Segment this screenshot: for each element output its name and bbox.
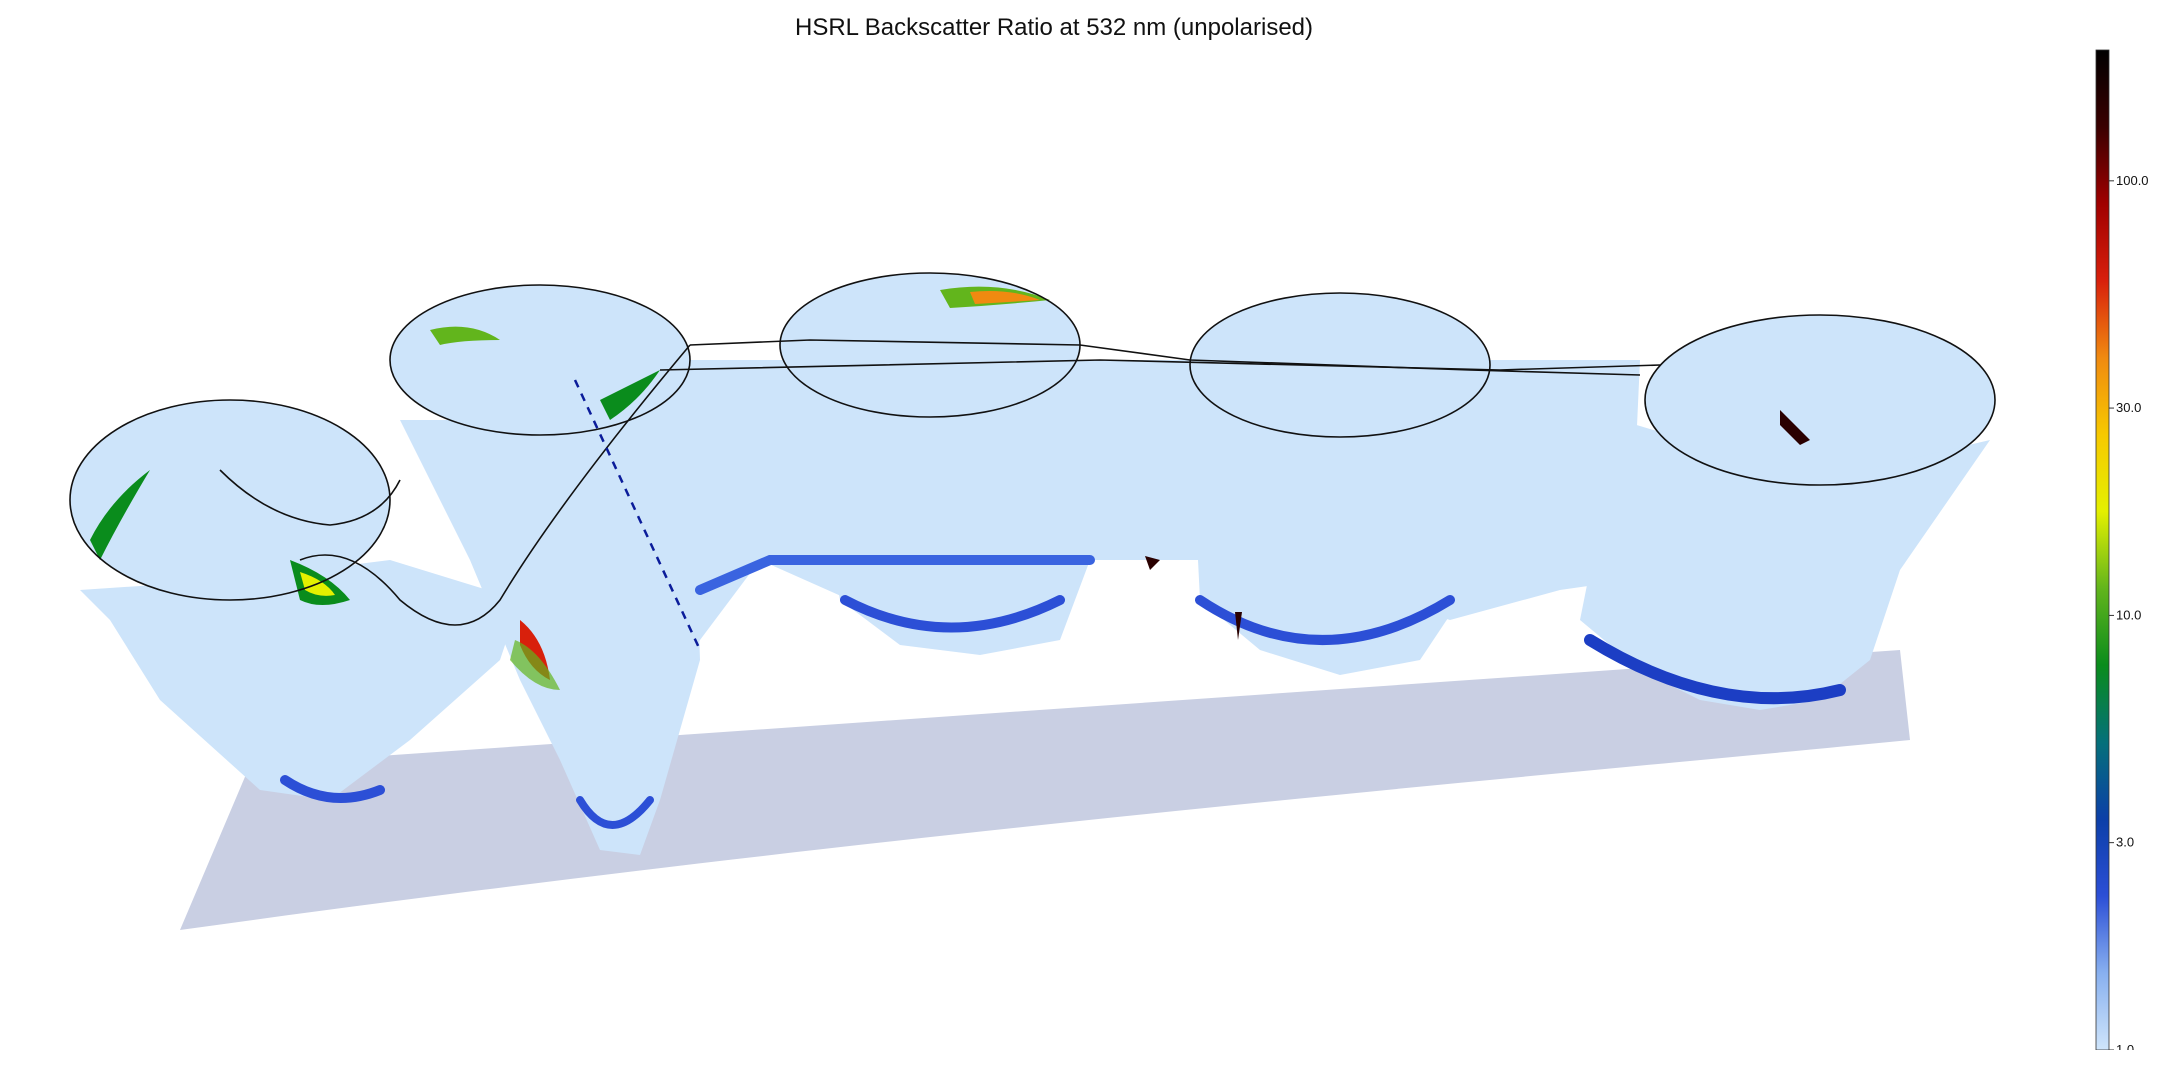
cloud-feature xyxy=(510,640,560,690)
track-segment xyxy=(659,359,1661,371)
curtain-body xyxy=(400,360,700,855)
cloud-feature xyxy=(600,370,660,420)
curtain-group xyxy=(70,273,1995,855)
colorbar-tick-label: 100.0 xyxy=(2116,173,2149,188)
dashed-track xyxy=(573,379,702,651)
boundary-layer-band xyxy=(840,595,1065,633)
boundary-layer-band xyxy=(280,775,385,803)
curtain-body xyxy=(800,360,1090,655)
cloud-feature xyxy=(430,326,500,345)
colorbar-tick-label: 1.0 xyxy=(2116,1042,2134,1050)
curtain-body xyxy=(80,560,520,800)
boundary-layer-band xyxy=(576,796,654,829)
colorbar-tick-label: 3.0 xyxy=(2116,835,2134,850)
colorbar: 1.0 3.0 10.0 30.0 100.0 xyxy=(2095,49,2149,1050)
flight-track xyxy=(69,272,1996,626)
track-loop xyxy=(389,284,691,436)
track-loop xyxy=(1644,314,1996,486)
curtain-body xyxy=(1190,380,1460,675)
chart-title: HSRL Backscatter Ratio at 532 nm (unpola… xyxy=(794,14,1313,41)
curtain-top xyxy=(1645,315,1995,485)
track-segment xyxy=(219,469,401,526)
curtain-body xyxy=(1580,420,1990,710)
cloud-feature xyxy=(90,470,150,560)
track-segment xyxy=(299,344,691,626)
boundary-layer-band xyxy=(1584,634,1846,705)
curtain-plot xyxy=(69,272,1996,930)
ground-plane xyxy=(180,650,1910,930)
colorbar-tick-label: 30.0 xyxy=(2116,400,2141,415)
boundary-layer-band xyxy=(1195,595,1455,645)
cloud-feature xyxy=(1235,612,1242,640)
colorbar-bar xyxy=(2095,49,2110,1050)
colorbar-ticks: 1.0 3.0 10.0 30.0 100.0 xyxy=(2109,173,2149,1050)
colorbar-tick-label: 10.0 xyxy=(2116,607,2141,622)
cloud-feature xyxy=(1145,556,1160,570)
track-loop xyxy=(1189,292,1491,438)
track-loop xyxy=(69,399,391,601)
boundary-layer-bands xyxy=(280,555,1846,829)
curtain-top xyxy=(70,400,390,600)
cloud-feature xyxy=(970,291,1040,304)
cloud-feature xyxy=(1780,410,1810,445)
track-segment xyxy=(689,339,1641,376)
boundary-layer-band xyxy=(695,555,1095,595)
